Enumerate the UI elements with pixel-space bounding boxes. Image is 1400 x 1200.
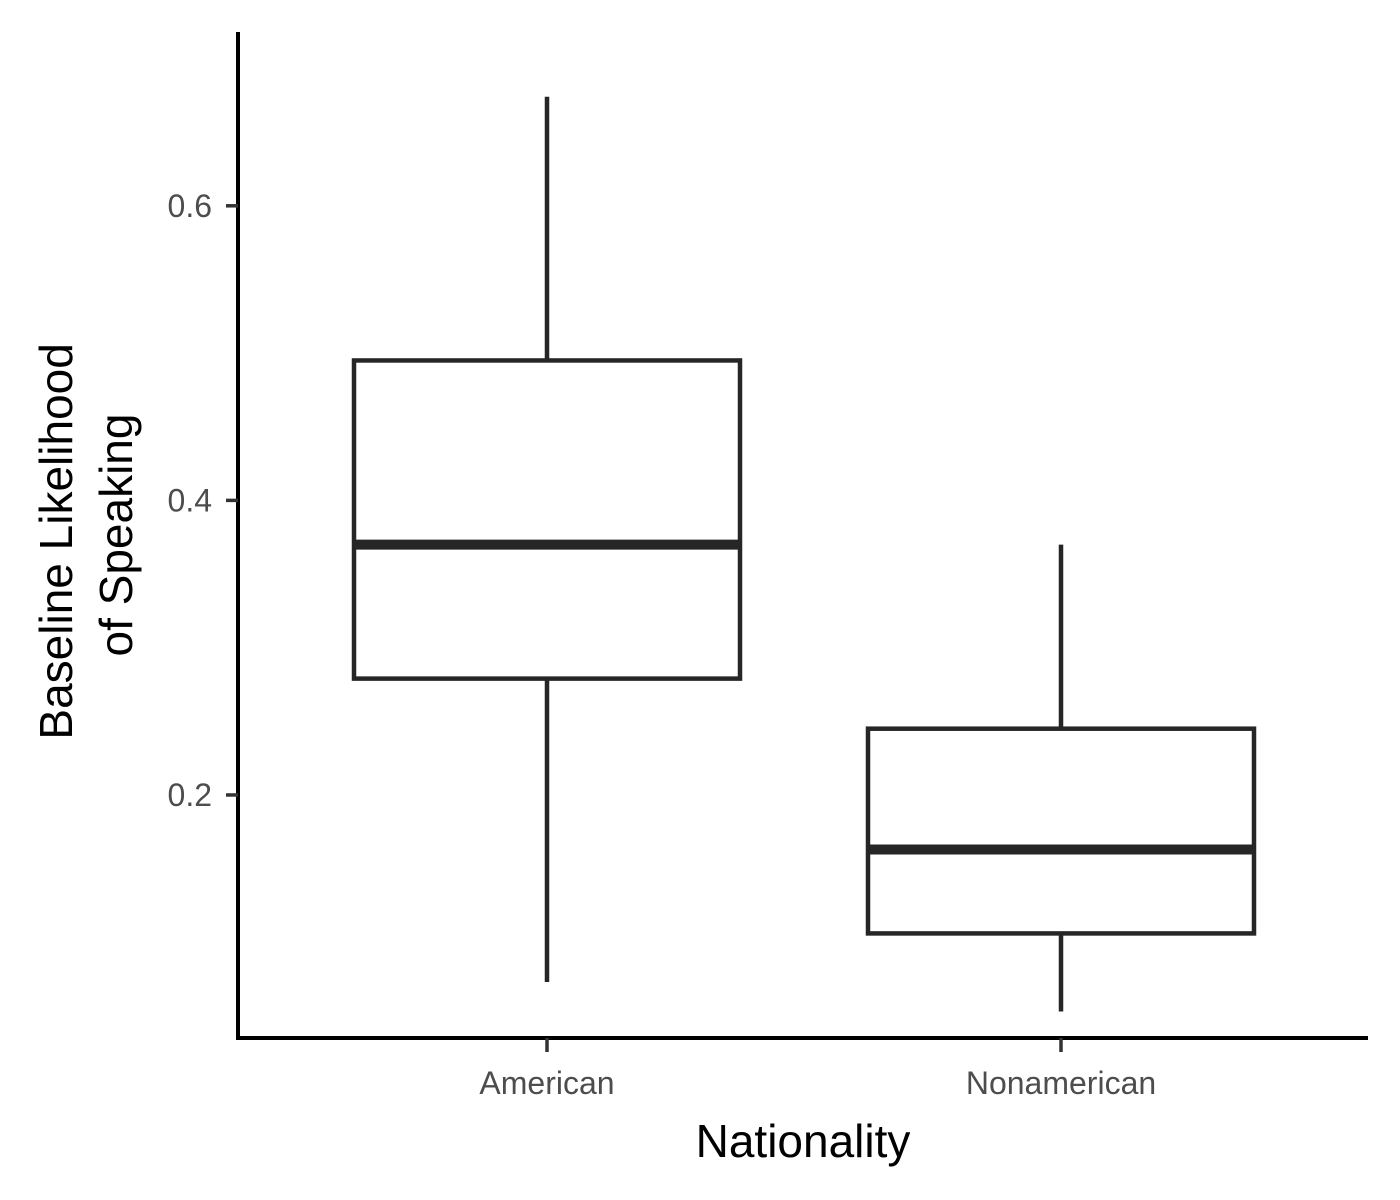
box-american — [351, 96, 743, 983]
x-axis-title: Nationality — [696, 1115, 911, 1167]
iqr-box-nonamerican — [865, 726, 1257, 936]
y-tick-label: 0.6 — [168, 188, 212, 224]
boxes-layer — [351, 96, 1257, 1012]
axes-layer — [236, 32, 1368, 1040]
y-axis-title-line-2: of Speaking — [90, 414, 142, 657]
y-axis-title-line-1: Baseline Likelihood — [30, 343, 82, 739]
box-nonamerican — [865, 544, 1257, 1012]
y-axis-title: Baseline Likelihood of Speaking — [30, 330, 142, 739]
x-tick-label: Nonamerican — [966, 1065, 1156, 1101]
x-tick-label: American — [479, 1065, 614, 1101]
y-tick-label: 0.4 — [168, 482, 212, 518]
y-tick-label: 0.2 — [168, 777, 212, 813]
iqr-box-american — [351, 358, 743, 681]
ticks-layer: 0.2 0.4 0.6 American Nonamerican — [168, 188, 1157, 1101]
